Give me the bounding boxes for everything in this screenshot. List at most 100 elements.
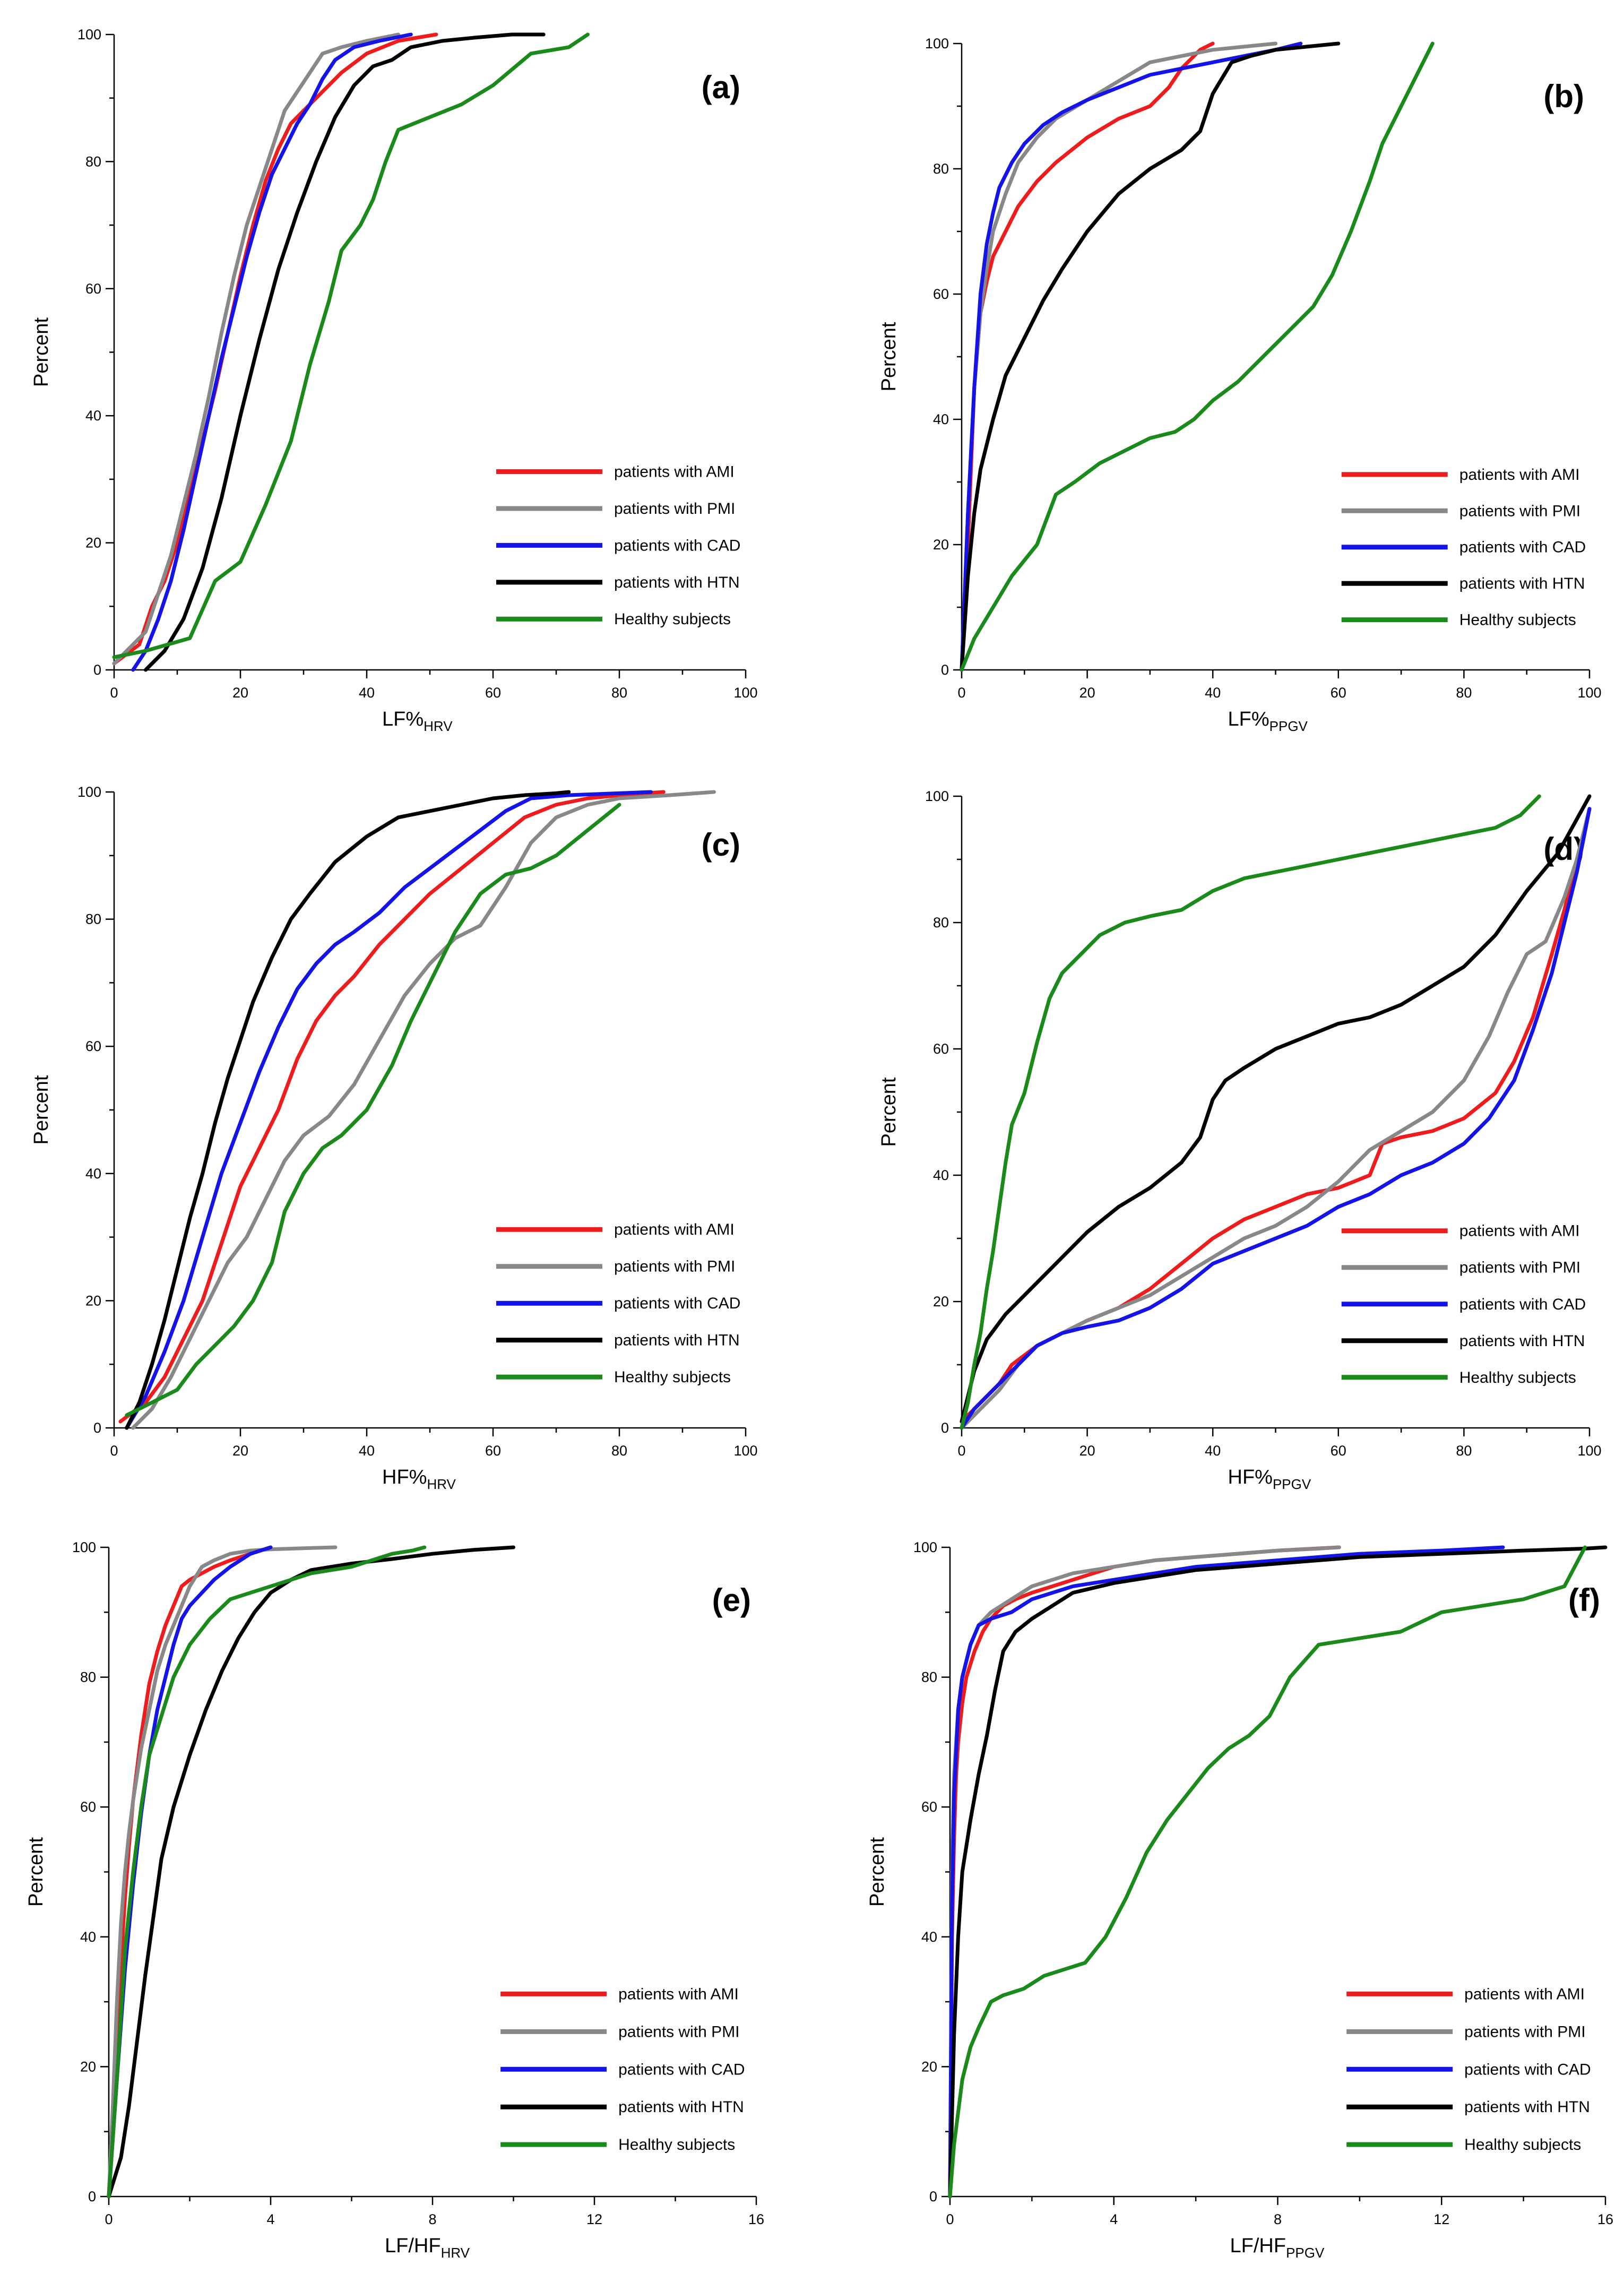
legend: patients with AMI patients with PMI patien… [496,1221,740,1386]
x-tick-label: 16 [1597,2211,1613,2227]
chart-panel-f: 0 4 8 12 16 0 20 40 60 80 100 Percent LF/HFPPGV (f) pa… [866,1539,1613,2261]
y-tick-label: 60 [921,1799,937,1815]
y-axis-label: Percent [878,322,900,391]
x-tick-label: 80 [611,1443,627,1459]
y-tick-label: 0 [88,2189,96,2204]
series-line-htn [125,790,571,1430]
x-axis-label-main: LF% [1228,708,1269,730]
legend-label-cad: patients with CAD [1459,539,1586,556]
series-line-htn [948,1545,1608,2199]
y-axis-label: Percent [878,1077,900,1147]
panel-label: (e) [712,1582,751,1618]
x-axis-label: LF%HRV [382,708,453,734]
legend-label-cad: patients with CAD [614,1295,740,1312]
y-tick-label: 100 [925,36,949,51]
legend-label-pmi: patients with PMI [618,2023,739,2040]
x-tick-label: 0 [957,685,965,701]
y-tick-label: 60 [85,1038,101,1054]
chart-panel-e: 0 4 8 12 16 0 20 40 60 80 100 Percent LF/HFHRV (e) pat… [25,1539,764,2261]
legend-label-ami: patients with AMI [1459,1222,1580,1240]
x-axis-label-main: LF/HF [385,2235,441,2257]
legend-label-htn: patients with HTN [618,2098,744,2116]
y-tick-label: 40 [921,1929,937,1945]
series-line-cad [960,41,1303,672]
y-tick-label: 40 [933,1167,949,1183]
x-axis-label-main: LF/HF [1230,2235,1286,2257]
legend: patients with AMI patients with PMI patien… [496,463,740,628]
y-tick-label: 0 [941,662,949,678]
x-axis-label: LF/HFPPGV [1230,2235,1325,2261]
x-axis-label-sub: PPGV [1286,2245,1325,2261]
legend-label-healthy: Healthy subjects [614,610,731,628]
y-tick-label: 60 [933,286,949,302]
x-axis-label: HF%PPGV [1228,1466,1311,1492]
x-tick-label: 20 [232,685,248,701]
x-tick-label: 8 [428,2211,436,2227]
x-tick-label: 0 [946,2211,954,2227]
y-tick-label: 0 [929,2189,937,2204]
legend-label-healthy: Healthy subjects [614,1368,731,1386]
chart-panel-d: 0 20 40 60 80 100020406080100PercentHF%PPGV(d… [878,788,1602,1492]
y-tick-label: 40 [80,1929,96,1945]
y-tick-label: 80 [80,1669,96,1685]
series-line-ami [112,32,438,666]
y-tick-label: 20 [80,2059,96,2074]
y-tick-label: 20 [85,535,101,551]
x-tick-label: 60 [1331,685,1346,701]
x-tick-label: 100 [733,1443,757,1459]
panel-label: (b) [1543,79,1584,114]
legend-label-pmi: patients with PMI [614,500,735,518]
series-line-cad [131,32,413,672]
legend-label-cad: patients with CAD [614,537,740,554]
y-tick-label: 80 [85,911,101,927]
legend: patients with AMI patients with PMI patien… [1346,1985,1591,2154]
y-axis-label: Percent [30,1075,53,1144]
y-tick-label: 40 [85,408,101,424]
x-axis-label-main: HF% [1228,1466,1273,1488]
series-line-ami [960,41,1215,672]
series-line-ami [107,1545,273,2199]
series-line-pmi [107,1545,338,2199]
legend: patients with AMI patients with PMI patien… [1341,466,1586,629]
x-axis-label: LF%PPGV [1228,708,1308,734]
legend-label-cad: patients with CAD [1459,1296,1586,1313]
x-tick-label: 0 [957,1443,965,1459]
legend-label-cad: patients with CAD [1464,2061,1591,2078]
x-tick-label: 60 [485,685,501,701]
legend-label-healthy: Healthy subjects [1459,1369,1576,1386]
y-tick-label: 80 [933,161,949,177]
y-tick-label: 100 [77,784,101,800]
y-tick-label: 0 [941,1420,949,1436]
legend-label-cad: patients with CAD [618,2061,745,2078]
legend-label-healthy: Healthy subjects [1459,611,1576,629]
series-line-healthy [948,1545,1587,2199]
chart-panel-a: 0 20 40 60 80 100 0 20 40 60 80 100 Percent LF%HRV (a)… [30,27,758,734]
series-line-ami [118,790,666,1424]
series-line-pmi [960,41,1277,672]
legend-label-ami: patients with AMI [614,1221,735,1238]
x-tick-label: 60 [1331,1443,1346,1459]
series-line-healthy [960,41,1435,672]
y-axis-label: Percent [25,1837,47,1907]
series-line-htn [960,41,1341,672]
legend-label-pmi: patients with PMI [1464,2023,1585,2040]
x-tick-label: 100 [1577,1443,1601,1459]
y-tick-label: 100 [72,1539,96,1555]
series-line-pmi [131,790,716,1430]
x-tick-label: 8 [1274,2211,1282,2227]
y-tick-label: 60 [933,1041,949,1057]
y-tick-label: 40 [85,1166,101,1182]
x-tick-label: 12 [586,2211,602,2227]
y-tick-label: 0 [93,1420,101,1436]
x-tick-label: 20 [1079,1443,1095,1459]
x-tick-label: 60 [485,1443,501,1459]
series-line-healthy [112,32,590,659]
x-tick-label: 40 [1205,1443,1221,1459]
y-tick-label: 60 [85,281,101,297]
y-tick-label: 100 [925,788,949,804]
legend-label-htn: patients with HTN [614,1332,740,1349]
x-axis-label: HF%HRV [382,1466,456,1492]
legend: patients with AMI patients with PMI patien… [500,1985,745,2154]
legend-label-htn: patients with HTN [614,574,740,591]
y-tick-label: 20 [933,1294,949,1310]
